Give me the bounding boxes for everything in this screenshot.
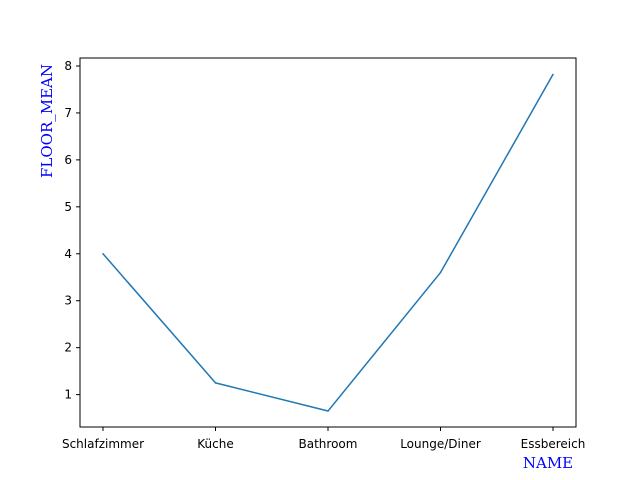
y-tick-label: 3 <box>64 294 72 308</box>
y-axis: 1 2 3 4 5 6 7 8 <box>64 59 80 402</box>
x-tick-label: Essbereich <box>521 437 586 451</box>
x-tick-label: Schlafzimmer <box>62 437 144 451</box>
data-point <box>214 382 217 384</box>
data-point <box>439 271 442 274</box>
y-tick-label: 6 <box>64 153 72 167</box>
x-axis-label: NAME <box>523 454 573 472</box>
x-tick-label: Küche <box>197 437 233 451</box>
y-tick-label: 8 <box>64 59 72 73</box>
data-point <box>102 253 104 255</box>
x-tick-label: Bathroom <box>299 437 358 451</box>
data-point <box>552 73 554 76</box>
series-group <box>102 73 554 412</box>
y-tick-label: 5 <box>64 200 72 214</box>
y-tick-label: 4 <box>64 247 72 261</box>
data-point <box>327 410 329 412</box>
plot-frame <box>79 57 577 428</box>
y-tick-label: 2 <box>64 341 72 355</box>
y-tick-label: 7 <box>64 106 72 120</box>
y-tick-label: 1 <box>64 388 72 402</box>
y-axis-label: FLOOR_MEAN <box>38 64 56 178</box>
x-axis: Schlafzimmer Küche Bathroom Lounge/Diner Ess… <box>62 427 585 451</box>
x-tick-label: Lounge/Diner <box>400 437 481 451</box>
series-line <box>102 74 554 412</box>
